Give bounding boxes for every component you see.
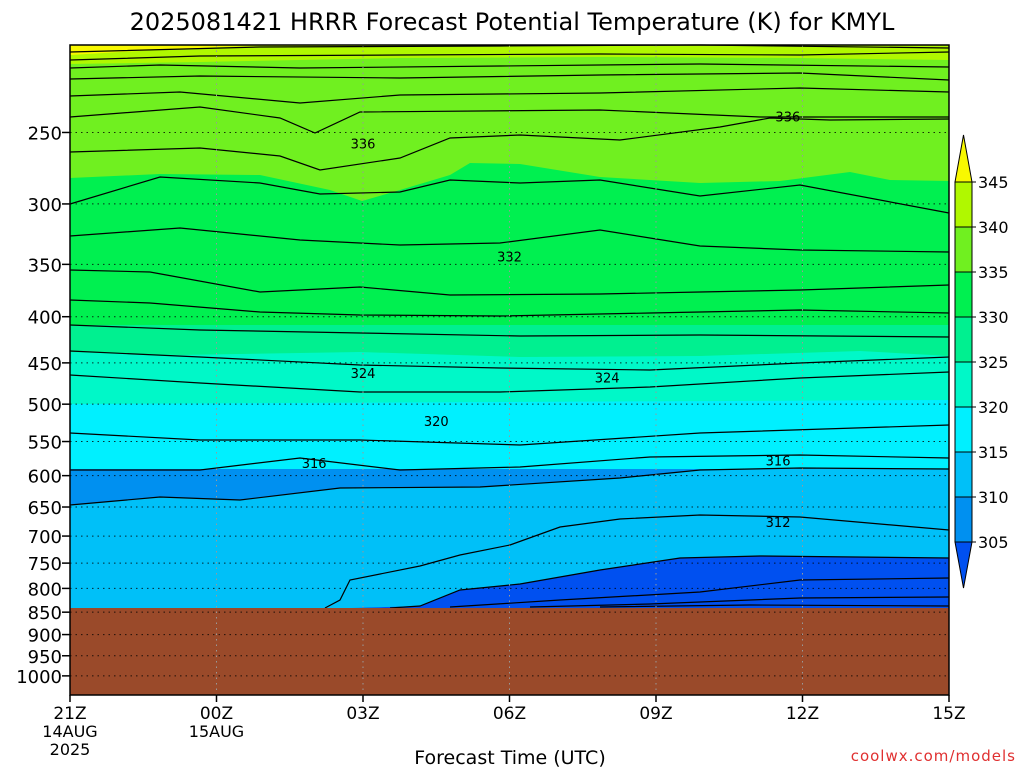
y-tick-label-900: 900 — [28, 626, 62, 647]
colorbar-label-335: 335 — [978, 263, 1009, 282]
colorbar-swatch-1 — [954, 226, 973, 273]
contour-label-3: 324 — [351, 367, 376, 382]
y-tick-label-650: 650 — [28, 498, 62, 519]
contour-label-2: 332 — [497, 250, 522, 265]
chart-title: 2025081421 HRRR Forecast Potential Tempe… — [130, 8, 895, 36]
contour-label-6: 316 — [302, 457, 327, 472]
contour-line-18 — [389, 555, 950, 609]
grid-lines — [69, 45, 950, 695]
x-tick-label-2: 03Z — [346, 704, 379, 724]
colorbar-label-315: 315 — [978, 443, 1009, 462]
contour-line-10 — [69, 299, 950, 317]
colorbar-label-325: 325 — [978, 353, 1009, 372]
contour-label-4: 324 — [595, 371, 620, 386]
band-310-315-lower — [70, 468, 949, 608]
colorbar-extend-top — [954, 134, 973, 183]
y-tick-label-300: 300 — [28, 195, 62, 216]
y-tick-label-600: 600 — [28, 467, 62, 488]
contour-line-15 — [70, 454, 950, 471]
x-sublabel-1-0: 15AUG — [189, 722, 244, 741]
contour-line-4 — [69, 87, 950, 104]
contour-line-21 — [599, 604, 950, 608]
contour-labels: 336 336 332 324 324 320 316 316 312 — [302, 110, 801, 531]
y-tick-label-800: 800 — [28, 579, 62, 600]
colorbar-swatch-2 — [954, 271, 973, 318]
contour-label-5: 320 — [424, 415, 449, 430]
x-sublabel-0-1: 2025 — [50, 740, 91, 759]
contour-line-0 — [69, 44, 950, 53]
colorbar-swatch-6 — [954, 451, 973, 498]
contour-label-0: 336 — [351, 137, 376, 152]
contour-line-7 — [69, 176, 950, 214]
y-tick-label-400: 400 — [28, 308, 62, 329]
colorbar-label-305: 305 — [978, 533, 1009, 552]
contour-line-5 — [69, 106, 949, 134]
contour-line-12 — [69, 350, 950, 371]
y-tick-label-500: 500 — [28, 395, 62, 416]
x-tick-label-6: 15Z — [932, 704, 965, 724]
x-tick-label-5: 12Z — [786, 704, 819, 724]
colorbar-label-320: 320 — [978, 398, 1009, 417]
contour-line-3 — [69, 72, 950, 81]
band-345-plus — [70, 45, 949, 55]
y-tick-label-450: 450 — [28, 354, 62, 375]
colorbar-swatch-3 — [954, 316, 973, 363]
y-tick-label-250: 250 — [28, 123, 62, 144]
y-tick-label-550: 550 — [28, 433, 62, 454]
colorbar-swatch-7 — [954, 496, 973, 543]
colorbar-extend-bottom — [954, 541, 973, 589]
colorbar-label-340: 340 — [978, 218, 1009, 237]
contour-line-9 — [69, 269, 950, 296]
contour-label-1: 336 — [775, 110, 800, 125]
contour-line-13 — [69, 371, 950, 393]
contour-line-14 — [69, 424, 950, 446]
x-tick-label-3: 06Z — [493, 704, 526, 724]
x-tick-label-1: 00Z — [200, 704, 233, 724]
x-tick-label-0: 21Z — [53, 704, 86, 724]
y-tick-label-850: 850 — [28, 603, 62, 624]
y-tick-label-700: 700 — [28, 527, 62, 548]
y-tick-label-750: 750 — [28, 554, 62, 575]
pressure-axis: 2503003504004505005506006507007508008509… — [16, 123, 70, 688]
contour-line-19 — [449, 577, 950, 608]
x-tick-label-4: 09Z — [639, 704, 672, 724]
contour-line-17 — [324, 514, 950, 609]
contour-line-11 — [69, 324, 950, 338]
contour-label-8: 312 — [766, 516, 791, 531]
contour-line-8 — [69, 227, 950, 253]
contour-line-1 — [69, 51, 950, 61]
colorbar-swatch-4 — [954, 361, 973, 408]
contour-line-6 — [69, 117, 950, 171]
colorbar-swatch-5 — [954, 406, 973, 453]
colorbar-swatch-0 — [954, 181, 973, 228]
credit-text: coolwx.com/models — [851, 747, 1016, 765]
theta-contours — [69, 44, 950, 609]
theta-bands — [70, 45, 949, 695]
contour-label-7: 316 — [766, 454, 791, 469]
x-axis-label: Forecast Time (UTC) — [414, 747, 605, 768]
colorbar-label-345: 345 — [978, 173, 1009, 192]
colorbar-label-310: 310 — [978, 488, 1009, 507]
contour-line-20 — [529, 596, 950, 608]
y-tick-label-1000: 1000 — [16, 667, 62, 688]
band-305-310 — [350, 556, 949, 608]
x-sublabel-0-0: 14AUG — [42, 722, 97, 741]
colorbar-label-330: 330 — [978, 308, 1009, 327]
contour-line-16 — [69, 467, 950, 506]
contour-line-2 — [69, 63, 950, 69]
y-tick-label-950: 950 — [28, 647, 62, 668]
y-tick-label-350: 350 — [28, 255, 62, 276]
colorbar: 345 340 335 330 325 320 315 310 305 — [954, 134, 1009, 589]
